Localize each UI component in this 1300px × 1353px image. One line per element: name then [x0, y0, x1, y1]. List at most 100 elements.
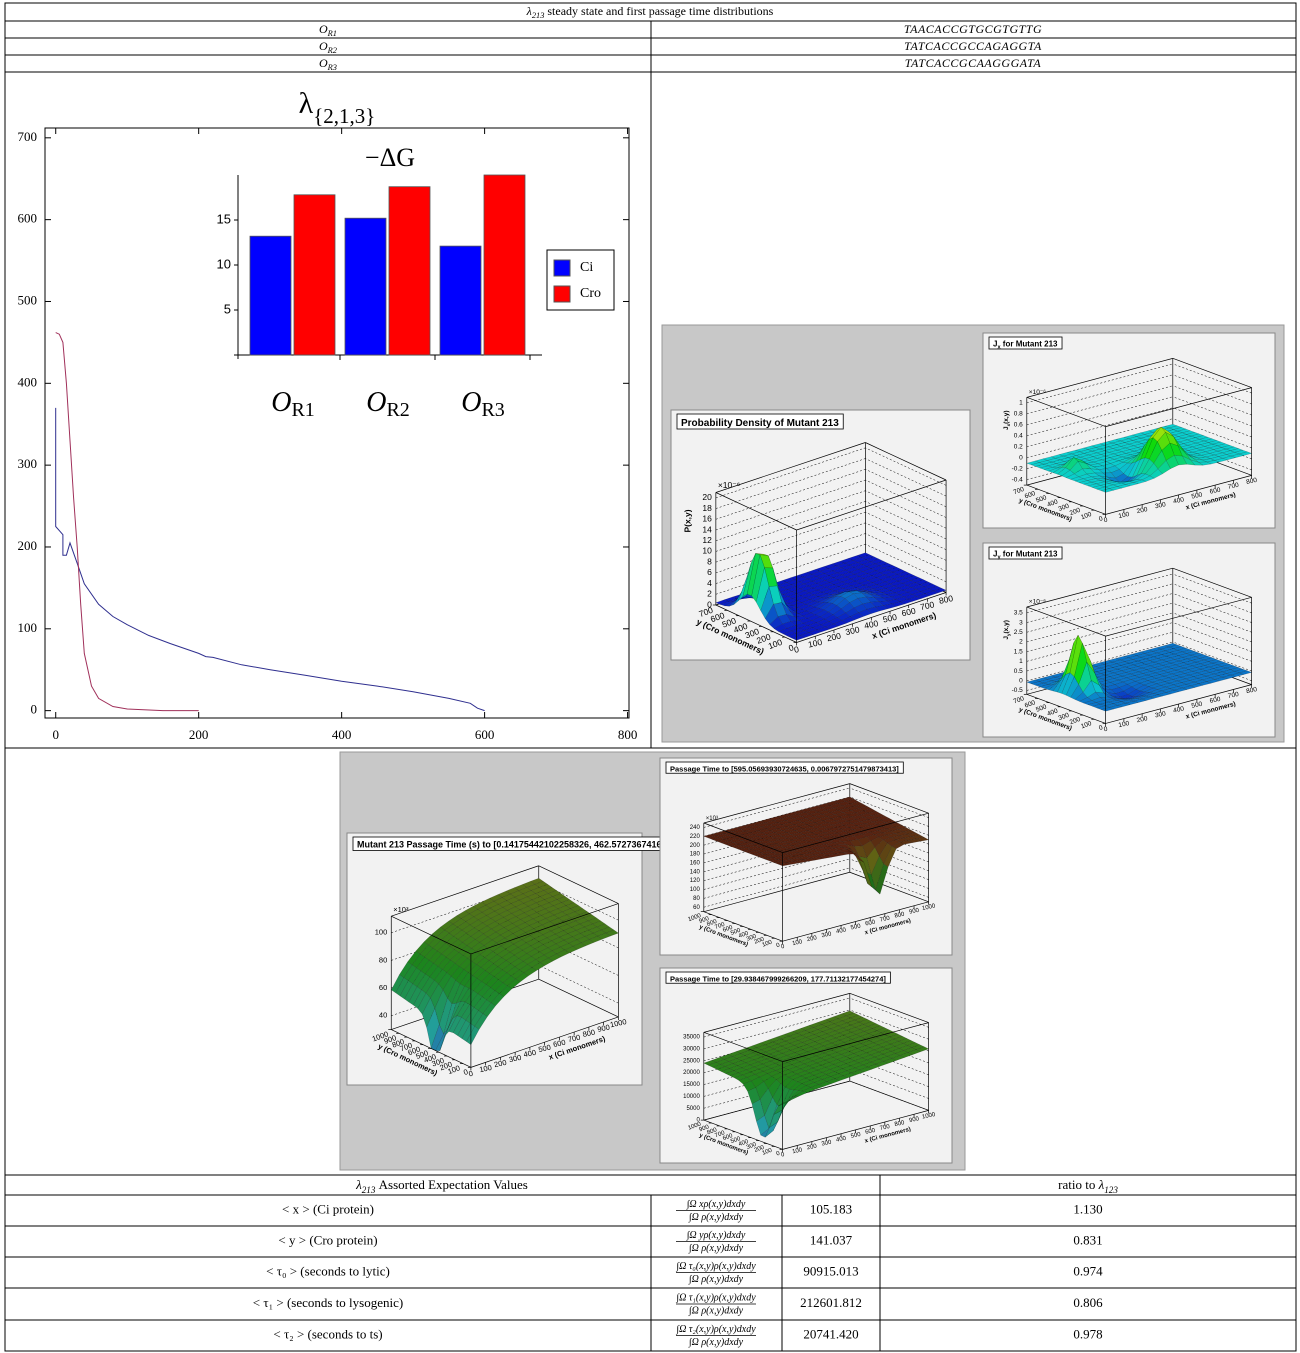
surface-cell — [759, 850, 774, 855]
expectation-value: 141.037 — [810, 1232, 853, 1247]
surface-cell — [756, 1115, 770, 1136]
surface-cell — [749, 836, 763, 841]
quantity: < τ₂ > (seconds to ts) — [273, 1326, 382, 1341]
surface-cell — [481, 973, 495, 985]
surface-cell — [1222, 674, 1236, 680]
surface-cell — [818, 1040, 833, 1047]
x-tick-label-part: R1 — [291, 399, 314, 421]
surface-cell — [1090, 475, 1105, 479]
surface-cell — [478, 999, 492, 1014]
z-tick-label: 1 — [1019, 658, 1023, 665]
surface-cell — [847, 587, 861, 592]
surface-cell — [715, 1059, 730, 1065]
surface-cell — [1206, 460, 1220, 465]
surface-cell — [1159, 672, 1173, 677]
x-tick-label: 500 — [537, 1043, 551, 1054]
surface-cell — [856, 1038, 870, 1044]
surface-cell — [580, 939, 595, 947]
z-tick-label: 200 — [690, 843, 701, 849]
surface-cell — [768, 1043, 783, 1050]
surface-cell — [493, 957, 507, 967]
z-tick-label: -0.4 — [1012, 476, 1024, 483]
z-tick-label: 20000 — [683, 1070, 700, 1076]
page-title: λ213 steady state and first passage time… — [526, 4, 774, 21]
surface-cell — [557, 905, 571, 913]
x-tick-label: 400 — [863, 618, 879, 631]
surface-cell — [439, 997, 453, 1035]
z-tick-label: 0.5 — [1014, 668, 1023, 675]
x-tick-label-part: R2 — [386, 399, 409, 421]
bar — [249, 235, 292, 356]
surface-cell — [883, 603, 897, 609]
surface-cell — [881, 824, 895, 830]
grid-line — [865, 490, 947, 529]
z-tick-label: 0.8 — [1014, 411, 1023, 418]
surface-cell — [756, 1044, 770, 1051]
surface-cell — [474, 933, 489, 943]
surface-cell — [539, 957, 554, 966]
surface-cell — [799, 1058, 813, 1065]
plot-title: Jy for Mutant 213 — [993, 550, 1058, 561]
surface-cell — [778, 1099, 791, 1107]
x-tick-label-part: O — [271, 387, 291, 418]
x-tick-label: OR3 — [461, 387, 505, 420]
surface-cell — [793, 1042, 808, 1048]
surface-cell — [830, 1025, 844, 1032]
surface-cell — [440, 920, 454, 931]
z-exponent: ×10³ — [393, 905, 409, 914]
x-tick-label: 600 — [1209, 696, 1221, 705]
x-tick-label: 200 — [1136, 715, 1148, 724]
x-tick-label: 900 — [909, 1116, 921, 1124]
ratio-value: 0.978 — [1073, 1326, 1102, 1341]
x-tick-label: 700 — [567, 1033, 581, 1044]
surface-cell — [750, 847, 765, 852]
frame-edge — [703, 871, 850, 912]
surface-cell — [870, 1051, 884, 1058]
surface-cell — [899, 840, 913, 845]
surface-cell — [868, 824, 883, 829]
surface-cell — [1043, 467, 1058, 472]
surface-cell — [1124, 440, 1138, 445]
surface-cell — [530, 878, 544, 885]
grid-line — [703, 814, 850, 855]
surface-cell — [1169, 655, 1184, 660]
surface-cell — [1173, 436, 1187, 454]
surface-cell — [1238, 451, 1253, 456]
z-axis-label-part: J — [1003, 426, 1010, 430]
z-tick-label: 8 — [707, 556, 712, 566]
frame-edge — [391, 915, 472, 955]
operator-sequence: TATCACCGCCAGAGGTA — [904, 39, 1042, 53]
surface-cell — [764, 1121, 778, 1138]
surface-cell — [812, 1057, 826, 1064]
grid-line — [703, 858, 850, 899]
surface-cell — [801, 1032, 815, 1038]
surface-cell — [712, 1064, 726, 1070]
surface-cell — [474, 1013, 488, 1030]
y-tick-label: 700 — [714, 922, 726, 931]
surface-cell — [395, 977, 409, 997]
z-tick-label: -0.5 — [1012, 687, 1024, 694]
surface-cell — [583, 914, 597, 922]
surface-cell — [464, 990, 479, 1005]
y-tick-label: 700 — [399, 1041, 414, 1054]
surface-cell — [852, 1043, 866, 1049]
surface-cell — [877, 588, 891, 593]
expectation-value: 20741.420 — [803, 1326, 858, 1341]
surface-cell — [850, 583, 865, 588]
surface-cell — [786, 1052, 800, 1058]
surface-cell — [830, 1032, 844, 1039]
z-tick-label: 1.5 — [1014, 648, 1023, 655]
z-tick-label: 220 — [690, 834, 701, 840]
operator-sequence: TATCACCGCAAGGGATA — [905, 56, 1042, 70]
z-tick-label: 60 — [693, 905, 700, 911]
y-tick-label: 100 — [446, 1063, 461, 1076]
surface-cell — [883, 846, 897, 868]
surface-cell — [791, 635, 806, 641]
frame-edge — [865, 442, 947, 481]
surface-cell — [763, 847, 777, 852]
frame-edge — [1026, 397, 1106, 427]
grid-line — [703, 849, 850, 890]
formula-denominator: ∫Ω ρ(x,y)dxdy — [688, 1274, 744, 1285]
frame-edge — [796, 479, 947, 531]
